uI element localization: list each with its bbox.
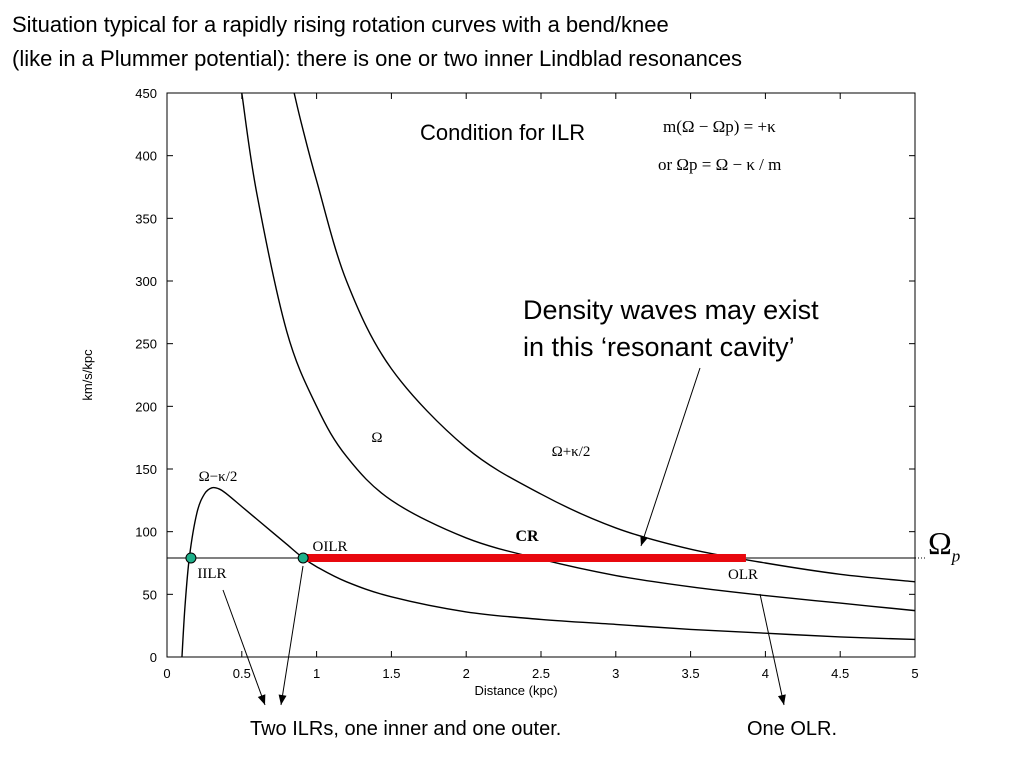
resonant-cavity-bar bbox=[301, 553, 746, 562]
resonance-marker bbox=[297, 552, 309, 564]
x-tick-label: 2 bbox=[463, 666, 470, 681]
slide-heading-line2: (like in a Plummer potential): there is … bbox=[12, 46, 743, 71]
resonance-label: OLR bbox=[728, 567, 758, 583]
curve-label: Ω bbox=[371, 430, 382, 446]
annotation-arrowhead bbox=[777, 694, 786, 705]
x-tick-label: 0 bbox=[163, 666, 170, 681]
y-tick-label: 150 bbox=[135, 462, 157, 477]
resonance-label: OILR bbox=[313, 539, 348, 555]
x-tick-label: 4 bbox=[762, 666, 769, 681]
series-line-0 bbox=[293, 93, 915, 583]
density-note-line2: in this ‘resonant cavity’ bbox=[523, 332, 795, 362]
y-tick-label: 0 bbox=[150, 650, 157, 665]
equation-2-text: or Ωp = Ω − κ / m bbox=[658, 155, 782, 174]
ilr-equation-2: or Ωp = Ω − κ / m bbox=[658, 155, 781, 175]
x-tick-label: 5 bbox=[911, 666, 918, 681]
pattern-speed-label: Ωp bbox=[928, 525, 961, 566]
series-line-2 bbox=[181, 486, 915, 657]
chart-curves bbox=[167, 93, 925, 657]
chart-axes: 0 0.5 1 1.5 2 2.5 3 3.5 4 4.5 50501001502002503003… bbox=[80, 86, 919, 698]
annotation-arrow bbox=[759, 593, 785, 706]
x-tick-label: 4.5 bbox=[831, 666, 849, 681]
y-tick-label: 100 bbox=[135, 525, 157, 540]
annotation-arrowhead bbox=[278, 694, 287, 705]
annotation-arrow bbox=[222, 589, 266, 706]
x-tick-label: 1 bbox=[313, 666, 320, 681]
density-note-line1: Density waves may exist bbox=[523, 295, 819, 325]
x-tick-label: 2.5 bbox=[532, 666, 550, 681]
ilr-condition-label: Condition for ILR bbox=[420, 120, 586, 145]
y-axis-label: km/s/kpc bbox=[80, 349, 95, 401]
y-tick-label: 350 bbox=[135, 211, 157, 226]
y-tick-label: 250 bbox=[135, 337, 157, 352]
annotation-arrowhead bbox=[640, 535, 648, 546]
y-tick-label: 200 bbox=[135, 399, 157, 414]
curve-label: Ω+κ/2 bbox=[552, 444, 591, 460]
resonance-label: IILR bbox=[197, 566, 226, 582]
y-tick-label: 450 bbox=[135, 86, 157, 101]
caption-one-olr: One OLR. bbox=[747, 718, 838, 740]
annotation-arrowhead bbox=[257, 694, 266, 705]
x-tick-label: 1.5 bbox=[382, 666, 400, 681]
equation-1-text: m(Ω − Ωp) = +κ bbox=[663, 117, 776, 136]
ilr-equation-1: m(Ω − Ωp) = +κ bbox=[663, 117, 776, 137]
y-tick-label: 400 bbox=[135, 149, 157, 164]
x-tick-label: 3 bbox=[612, 666, 619, 681]
x-axis-label: Distance (kpc) bbox=[474, 683, 557, 698]
x-tick-label: 3.5 bbox=[682, 666, 700, 681]
annotation-arrow bbox=[640, 367, 701, 547]
slide-heading-line1: Situation typical for a rapidly rising r… bbox=[12, 12, 669, 37]
caption-two-ilrs: Two ILRs, one inner and one outer. bbox=[250, 718, 562, 740]
annotation-arrow bbox=[280, 565, 304, 706]
density-wave-note: Density waves may exist in this ‘resonan… bbox=[523, 292, 819, 366]
y-tick-label: 300 bbox=[135, 274, 157, 289]
series-line-1 bbox=[241, 93, 915, 612]
curve-label: Ω−κ/2 bbox=[199, 469, 238, 485]
chart-overlay: Ω Ω+κ/2 Ω−κ/2 IILR OILR CR OLR bbox=[185, 367, 786, 706]
x-tick-label: 0.5 bbox=[233, 666, 251, 681]
resonance-marker bbox=[185, 552, 197, 564]
plot-frame bbox=[166, 92, 916, 658]
resonance-label: CR bbox=[515, 528, 539, 545]
y-tick-label: 50 bbox=[143, 587, 157, 602]
